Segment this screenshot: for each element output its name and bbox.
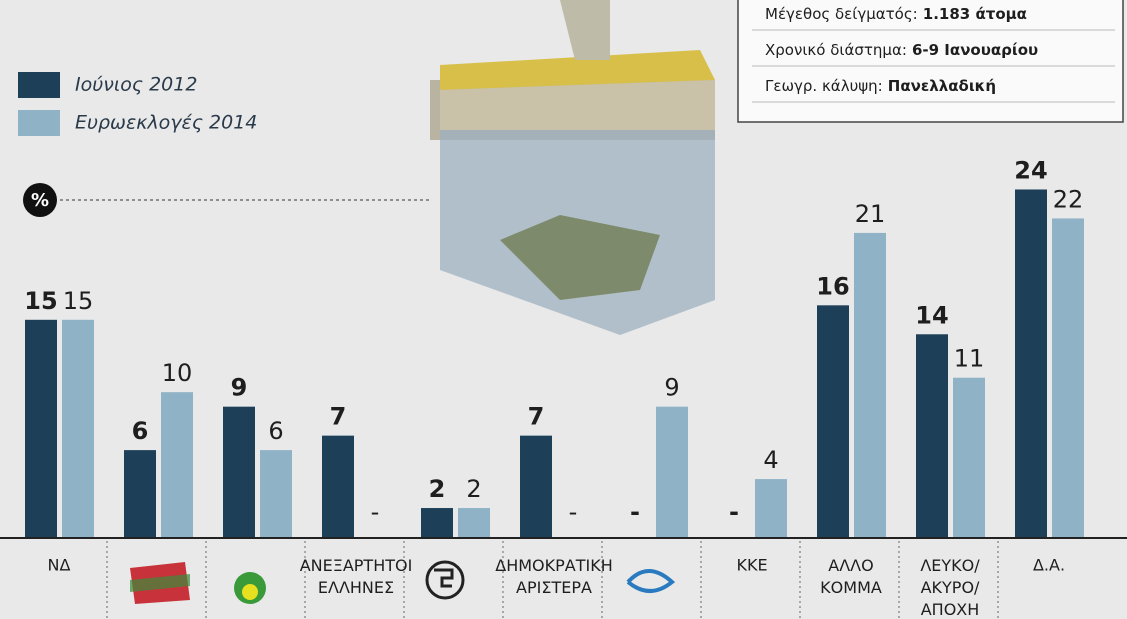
value-label: 14 (915, 301, 948, 329)
info-label: Χρονικό διάστημα: (765, 41, 907, 59)
legend-swatch (18, 72, 60, 98)
unit-label: % (31, 190, 49, 211)
legend-label: Ευρωεκλογές 2014 (75, 112, 257, 134)
value-label: 22 (1053, 185, 1084, 213)
x-tick-label: ΚΚΕ (736, 556, 767, 575)
value-label: 7 (528, 403, 545, 431)
bar (421, 508, 453, 537)
bar (953, 377, 985, 537)
value-label: 9 (231, 374, 248, 402)
value-label: - (630, 498, 640, 526)
info-box: Μέγεθος δείγματός: 1.183 άτομα Χρονικό δ… (737, 0, 1124, 123)
value-label: 2 (466, 475, 481, 503)
value-label: 2 (429, 475, 446, 503)
x-tick-label: ΛΕΥΚΟ/ΑΚΥΡΟ/ΑΠΟΧΗ (920, 556, 980, 619)
value-label: 7 (330, 403, 347, 431)
value-label: - (371, 498, 380, 526)
value-label: 10 (162, 359, 193, 387)
info-label: Μέγεθος δείγματός: (765, 5, 918, 23)
value-label: 9 (664, 374, 679, 402)
info-value: Πανελλαδική (888, 77, 996, 95)
x-tick-label: Δ.Α. (1033, 556, 1065, 575)
bar (916, 334, 948, 537)
bar (817, 305, 849, 537)
bar (25, 319, 57, 537)
x-tick-label: ΑΝΕΞΑΡΤΗΤΟΙ ΕΛΛΗΝΕΣ (300, 556, 413, 597)
bar (223, 406, 255, 537)
bar (124, 450, 156, 537)
bar (1052, 218, 1084, 537)
legend-swatch (18, 110, 60, 136)
value-label: 24 (1014, 156, 1047, 184)
bar (260, 450, 292, 537)
legend-label: Ιούνιος 2012 (75, 74, 197, 96)
bar (520, 435, 552, 537)
info-label: Γεωγρ. κάλυψη: (765, 77, 883, 95)
value-label: 15 (24, 287, 57, 315)
party-logos (130, 560, 676, 604)
info-line: Γεωγρ. κάλυψη: Πανελλαδική (765, 76, 996, 95)
value-label: 15 (63, 287, 94, 315)
ballot-box-illustration (430, 0, 715, 335)
bar (161, 392, 193, 537)
value-label: - (729, 498, 739, 526)
info-line: Χρονικό διάστημα: 6-9 Ιανουαρίου (765, 40, 1038, 59)
bar (322, 435, 354, 537)
info-line: Μέγεθος δείγματός: 1.183 άτομα (765, 4, 1027, 23)
value-label: 16 (816, 272, 849, 300)
value-label: 4 (763, 446, 778, 474)
x-tick-label: ΝΔ (48, 556, 71, 575)
x-tick-label: ΔΗΜΟΚΡΑΤΙΚΗ ΑΡΙΣΤΕΡΑ (495, 556, 612, 597)
unit-badge (23, 183, 57, 217)
bar (1015, 189, 1047, 538)
bar (755, 479, 787, 537)
bar (854, 232, 886, 538)
bar (656, 406, 688, 537)
value-label: 21 (855, 200, 886, 228)
info-value: 6-9 Ιανουαρίου (912, 41, 1038, 59)
value-label: 6 (268, 417, 283, 445)
value-label: - (569, 498, 578, 526)
info-value: 1.183 άτομα (923, 5, 1027, 23)
value-label: 11 (954, 345, 985, 373)
bar (62, 319, 94, 537)
bar (458, 508, 490, 537)
value-label: 6 (132, 417, 149, 445)
x-tick-label: ΑΛΛΟ ΚΟΜΜΑ (820, 556, 882, 597)
